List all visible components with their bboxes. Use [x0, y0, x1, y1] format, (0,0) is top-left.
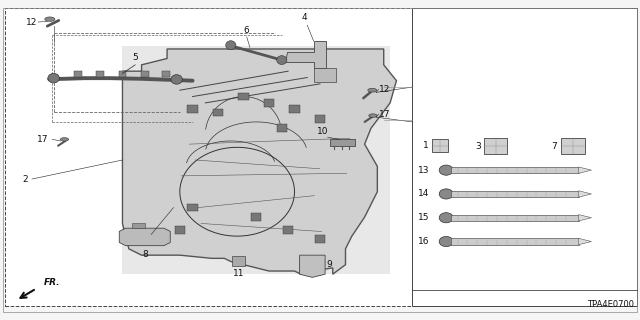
- Bar: [97, 70, 104, 77]
- Bar: [232, 256, 245, 266]
- Ellipse shape: [276, 56, 287, 65]
- Bar: [4, 8, 419, 306]
- Text: 4: 4: [301, 13, 307, 22]
- Bar: [251, 213, 261, 221]
- Bar: [561, 138, 585, 154]
- Bar: [188, 204, 198, 212]
- Bar: [289, 105, 300, 113]
- Text: 15: 15: [417, 213, 429, 222]
- Ellipse shape: [48, 73, 60, 83]
- Bar: [141, 70, 148, 77]
- Bar: [451, 167, 579, 173]
- Ellipse shape: [171, 75, 182, 84]
- Bar: [315, 115, 325, 123]
- Polygon shape: [579, 167, 591, 173]
- Polygon shape: [314, 68, 336, 82]
- Polygon shape: [122, 49, 396, 274]
- Text: TPA4E0700: TPA4E0700: [587, 300, 634, 309]
- Bar: [264, 99, 274, 107]
- Text: 2: 2: [23, 174, 28, 184]
- Bar: [213, 108, 223, 116]
- Bar: [188, 105, 198, 113]
- Ellipse shape: [369, 114, 377, 117]
- Ellipse shape: [439, 165, 453, 175]
- Ellipse shape: [439, 189, 453, 199]
- Polygon shape: [119, 228, 170, 246]
- Bar: [412, 8, 637, 306]
- Text: 1: 1: [422, 141, 428, 150]
- Text: FR.: FR.: [44, 278, 61, 287]
- Bar: [451, 191, 579, 197]
- Polygon shape: [330, 140, 355, 146]
- Text: 14: 14: [417, 189, 429, 198]
- Text: 16: 16: [417, 237, 429, 246]
- Ellipse shape: [439, 236, 453, 247]
- Bar: [315, 236, 325, 243]
- Text: 13: 13: [417, 166, 429, 175]
- Text: 12: 12: [379, 85, 390, 94]
- Ellipse shape: [226, 41, 236, 50]
- Text: 7: 7: [551, 141, 557, 150]
- Text: 6: 6: [244, 26, 250, 35]
- Bar: [122, 46, 390, 274]
- Polygon shape: [579, 238, 591, 245]
- Bar: [451, 215, 579, 221]
- Bar: [484, 138, 507, 154]
- Bar: [74, 70, 82, 77]
- Polygon shape: [579, 191, 591, 197]
- Text: 12: 12: [26, 18, 38, 27]
- Bar: [132, 223, 145, 228]
- Ellipse shape: [60, 138, 68, 141]
- Bar: [432, 140, 448, 152]
- Ellipse shape: [439, 213, 453, 223]
- Bar: [175, 226, 185, 234]
- Ellipse shape: [368, 88, 377, 92]
- Bar: [451, 238, 579, 245]
- Text: 11: 11: [233, 269, 244, 278]
- Bar: [118, 70, 126, 77]
- Text: 10: 10: [317, 127, 329, 136]
- Polygon shape: [285, 41, 326, 68]
- Polygon shape: [579, 215, 591, 221]
- Bar: [276, 124, 287, 132]
- Text: 3: 3: [475, 141, 481, 150]
- Polygon shape: [300, 255, 325, 277]
- Text: 17: 17: [379, 109, 390, 118]
- Text: 17: 17: [37, 135, 49, 144]
- Bar: [283, 226, 293, 234]
- Bar: [239, 93, 248, 100]
- Text: 9: 9: [326, 260, 332, 269]
- Text: 8: 8: [142, 251, 148, 260]
- Bar: [162, 70, 170, 77]
- Text: 5: 5: [132, 53, 138, 62]
- Ellipse shape: [45, 17, 55, 21]
